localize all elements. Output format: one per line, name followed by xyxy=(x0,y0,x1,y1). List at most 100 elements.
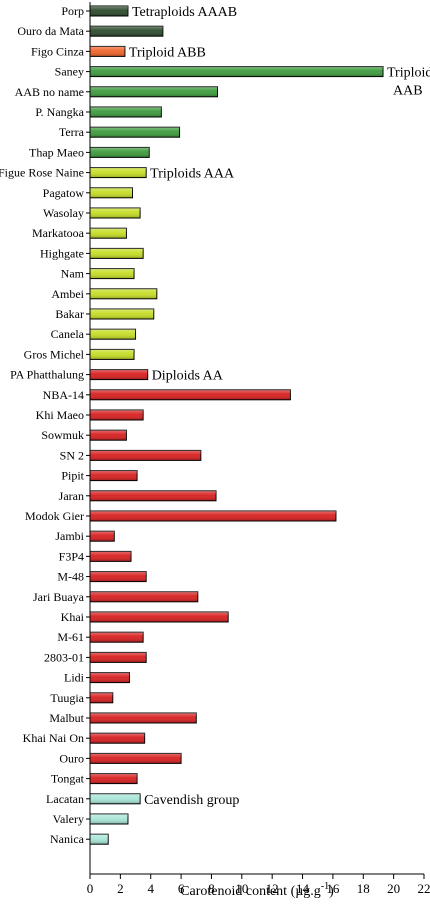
category-label: Ambei xyxy=(51,287,84,301)
category-label: Highgate xyxy=(40,246,84,260)
category-label: Pagatow xyxy=(43,186,85,200)
category-label: PA Phatthalung xyxy=(10,368,84,382)
category-label: Wasolay xyxy=(43,206,84,220)
x-tick-label: 8 xyxy=(208,881,215,896)
bar-group xyxy=(89,268,135,280)
bar-group xyxy=(89,732,146,744)
bar-shading xyxy=(90,208,141,218)
bar-shading xyxy=(90,531,115,542)
category-label: Ouro xyxy=(59,751,84,765)
bar-shading xyxy=(90,127,180,138)
bar-shading xyxy=(90,26,163,37)
category-label: Figo Cinza xyxy=(31,44,85,58)
x-tick-label: 18 xyxy=(357,881,370,896)
category-label: Khi Maeo xyxy=(36,408,84,422)
bar-group xyxy=(89,247,144,259)
x-tick-label: 6 xyxy=(178,881,185,896)
bar-group xyxy=(89,813,129,825)
x-axis: 0 2 4 6 8 10 12 14 16 18 20 22 Carotenoid content (µ… xyxy=(86,2,430,899)
bar-group xyxy=(89,167,147,179)
bar-group xyxy=(89,429,127,441)
category-label: M-61 xyxy=(57,630,84,644)
bar-group xyxy=(89,510,337,522)
category-label: AAB no name xyxy=(15,85,84,99)
bar-shading xyxy=(90,86,218,97)
bar-shading xyxy=(90,551,131,562)
bar-group xyxy=(89,449,202,461)
category-label: Gros Michel xyxy=(24,347,85,361)
category-label: Sowmuk xyxy=(41,428,84,442)
category-label: Modok Gier xyxy=(25,509,84,523)
bar-shading xyxy=(90,612,229,622)
category-label: M-48 xyxy=(57,570,84,584)
category-label: Jari Buaya xyxy=(33,590,85,604)
bar-group xyxy=(89,773,138,785)
category-label: Saney xyxy=(55,65,84,79)
category-label: Nanica xyxy=(50,832,85,846)
category-label: Thap Maeo xyxy=(29,145,84,159)
bar-group xyxy=(89,288,158,300)
bar-shading xyxy=(90,107,162,117)
bar-group xyxy=(89,672,130,684)
bar-group xyxy=(89,66,384,78)
category-label: Lacatan xyxy=(46,792,84,806)
x-tick-label: 4 xyxy=(147,881,154,896)
bar-shading xyxy=(90,773,138,784)
bar-group xyxy=(89,187,134,199)
bar-group xyxy=(89,631,144,643)
bar-group xyxy=(89,409,144,421)
bar-shading xyxy=(90,591,198,602)
bar-group xyxy=(89,611,229,623)
bar-group xyxy=(89,308,155,320)
bar-group xyxy=(89,571,147,583)
bar-shading xyxy=(90,309,154,319)
category-label: Khai xyxy=(61,610,85,624)
group-label: Diploids AA xyxy=(152,369,224,384)
bar-group xyxy=(89,470,138,482)
bar-group xyxy=(89,490,217,502)
bars-layer xyxy=(89,5,384,845)
bar-shading xyxy=(90,793,141,804)
bar-shading xyxy=(90,814,128,824)
bar-shading xyxy=(90,632,144,643)
bar-shading xyxy=(90,470,138,481)
category-label: Terra xyxy=(59,125,85,139)
bar-shading xyxy=(90,430,127,441)
category-label: Nam xyxy=(61,267,85,281)
x-tick-label: 12 xyxy=(266,881,279,896)
bar-group xyxy=(89,550,132,562)
x-tick-label: 16 xyxy=(326,881,340,896)
bar-shading xyxy=(90,329,136,340)
category-label: Figue Rose Naine xyxy=(0,166,84,180)
bar-shading xyxy=(90,248,144,259)
group-label: Cavendish group xyxy=(144,793,239,808)
bar-shading xyxy=(90,349,135,360)
category-label: Lidi xyxy=(64,671,85,685)
bar-shading xyxy=(90,490,217,501)
group-labels: Tetraploids AAAB Triploid ABB Triploids AAB… xyxy=(129,5,430,808)
category-label: P. Nangka xyxy=(35,105,84,119)
bar-shading xyxy=(90,228,127,239)
bar-group xyxy=(89,833,109,845)
bar-shading xyxy=(90,571,147,582)
bar-shading xyxy=(90,147,150,158)
bar-group xyxy=(89,348,135,360)
bar-shading xyxy=(90,753,182,764)
bar-shading xyxy=(90,268,135,279)
category-label: 2803-01 xyxy=(44,650,84,664)
category-label: Bakar xyxy=(55,307,84,321)
bar-shading xyxy=(90,187,133,198)
bar-shading xyxy=(90,167,147,178)
bar-group xyxy=(89,328,137,340)
category-label: Tongat xyxy=(51,772,85,786)
bar-group xyxy=(89,207,141,219)
bar-shading xyxy=(90,6,128,16)
category-label: Jambi xyxy=(55,529,84,543)
x-tick-label: 14 xyxy=(296,881,310,896)
group-label: Triploids AAA xyxy=(150,167,235,182)
bar-group xyxy=(89,530,115,542)
bar-shading xyxy=(90,389,291,400)
x-tick-label: 2 xyxy=(117,881,124,896)
category-label: Markatooa xyxy=(32,226,85,240)
